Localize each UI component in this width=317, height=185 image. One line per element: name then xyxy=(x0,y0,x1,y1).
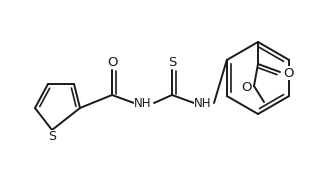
Text: O: O xyxy=(241,80,251,93)
Text: O: O xyxy=(107,56,117,68)
Text: S: S xyxy=(168,56,176,68)
Text: O: O xyxy=(283,66,293,80)
Text: NH: NH xyxy=(194,97,212,110)
Text: NH: NH xyxy=(134,97,152,110)
Text: S: S xyxy=(48,130,56,144)
